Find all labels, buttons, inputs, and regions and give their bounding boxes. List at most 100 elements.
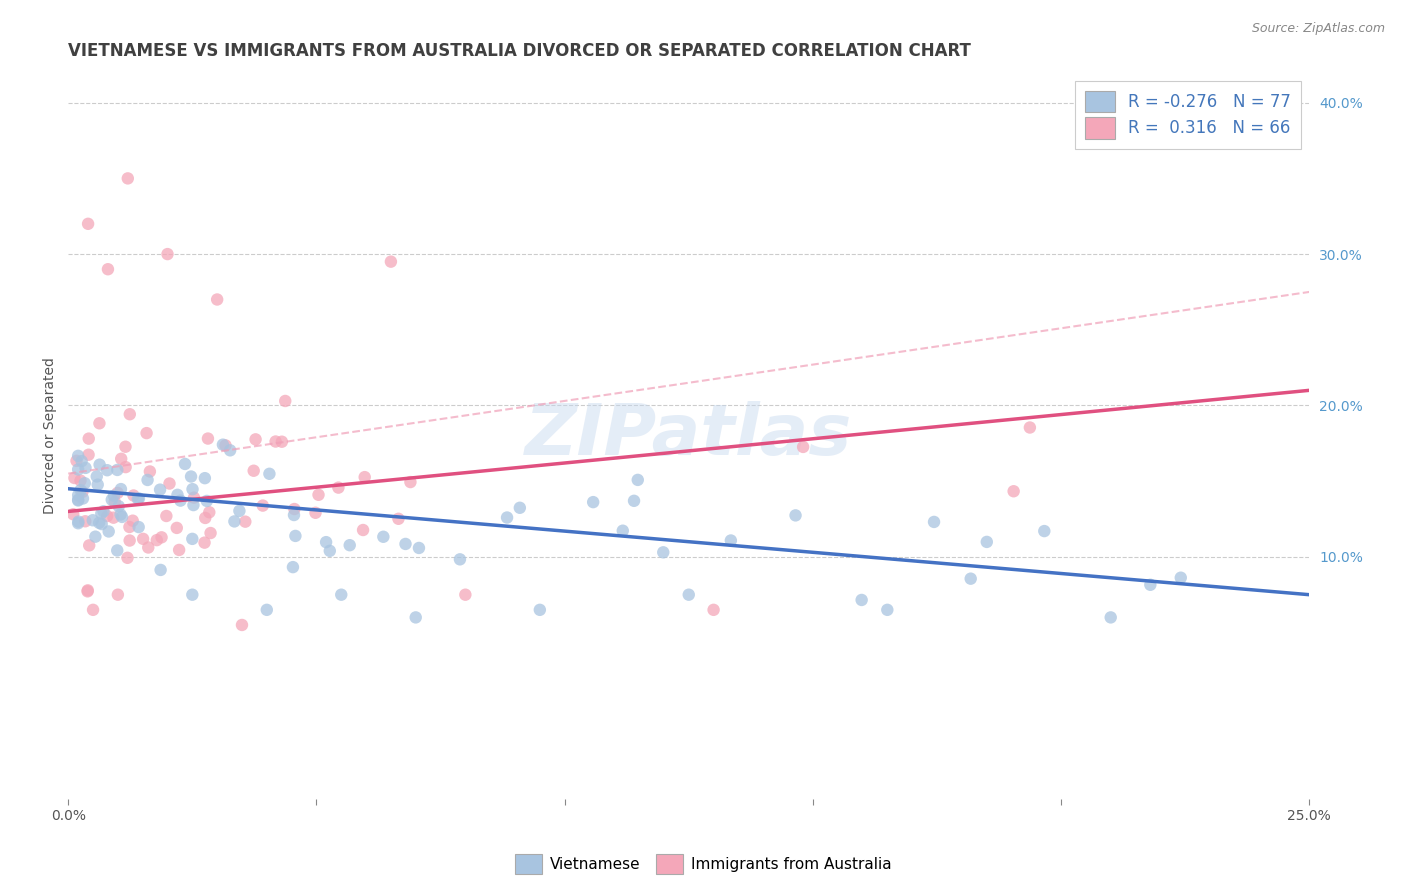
Point [139,465,162,479]
Point [118,407,141,421]
Point [67,492,90,507]
Point [146,533,169,548]
Point [118,520,141,534]
Point [509,500,531,515]
Point [127,491,149,506]
Point [627,473,650,487]
Point [183,498,205,512]
Point [107,486,129,500]
Point [76,584,98,599]
Point [67,493,90,508]
Point [67,488,90,502]
Point [195,494,218,508]
Point [228,504,250,518]
Point [90,517,112,532]
Point [652,545,675,559]
Text: VIETNAMESE VS IMMIGRANTS FROM AUSTRALIA DIVORCED OR SEPARATED CORRELATION CHART: VIETNAMESE VS IMMIGRANTS FROM AUSTRALIA … [69,42,972,60]
Point [149,483,172,497]
Point [117,171,139,186]
Point [245,433,267,447]
Point [76,583,98,598]
Point [84,530,107,544]
Point [96,463,118,477]
Point [205,293,228,307]
Point [976,535,998,549]
Point [67,516,90,531]
Point [105,463,128,477]
Point [104,495,127,509]
Point [193,535,215,549]
Point [214,438,236,452]
Point [110,482,132,496]
Point [212,438,235,452]
Point [252,499,274,513]
Point [183,491,205,505]
Point [399,475,422,489]
Point [97,262,120,277]
Point [110,508,132,522]
Point [281,560,304,574]
Point [111,509,134,524]
Point [89,458,111,472]
Point [77,432,100,446]
Point [454,588,477,602]
Point [612,524,634,538]
Point [166,488,188,502]
Point [283,508,305,522]
Point [62,507,84,521]
Point [259,467,281,481]
Text: ZIPatlas: ZIPatlas [524,401,852,470]
Point [233,515,256,529]
Point [180,469,202,483]
Point [100,492,122,507]
Point [328,481,350,495]
Point [264,434,287,449]
Point [121,514,143,528]
Point [69,483,91,498]
Point [65,454,87,468]
Point [67,462,90,476]
Point [284,529,307,543]
Point [174,457,197,471]
Point [93,504,115,518]
Point [155,508,177,523]
Point [114,440,136,454]
Point [1033,524,1056,538]
Point [118,533,141,548]
Point [136,473,159,487]
Point [96,509,118,524]
Point [75,514,97,528]
Point [86,469,108,483]
Point [339,538,361,552]
Point [352,523,374,537]
Point [63,471,86,485]
Point [89,516,111,530]
Point [387,512,409,526]
Point [319,544,342,558]
Point [283,502,305,516]
Point [922,515,945,529]
Point [67,515,90,529]
Point [105,543,128,558]
Point [1018,420,1040,434]
Point [785,508,807,523]
Point [304,506,326,520]
Point [107,588,129,602]
Point [132,532,155,546]
Point [117,550,139,565]
Point [181,532,204,546]
Point [156,247,179,261]
Point [851,593,873,607]
Point [197,432,219,446]
Point [1002,484,1025,499]
Point [150,530,173,544]
Point [122,488,145,502]
Point [720,533,742,548]
Point [69,474,91,488]
Point [529,603,551,617]
Point [703,603,725,617]
Point [496,510,519,524]
Point [1099,610,1122,624]
Point [75,461,97,475]
Point [219,443,242,458]
